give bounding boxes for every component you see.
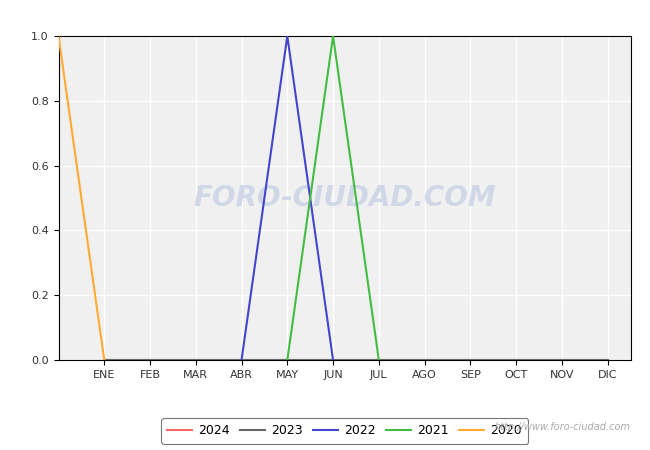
Text: http://www.foro-ciudad.com: http://www.foro-ciudad.com xyxy=(495,422,630,432)
Text: FORO-CIUDAD.COM: FORO-CIUDAD.COM xyxy=(193,184,496,212)
Legend: 2024, 2023, 2022, 2021, 2020: 2024, 2023, 2022, 2021, 2020 xyxy=(161,418,528,444)
Text: Matriculaciones de Vehiculos en Tremedal de Tormes: Matriculaciones de Vehiculos en Tremedal… xyxy=(123,12,527,27)
